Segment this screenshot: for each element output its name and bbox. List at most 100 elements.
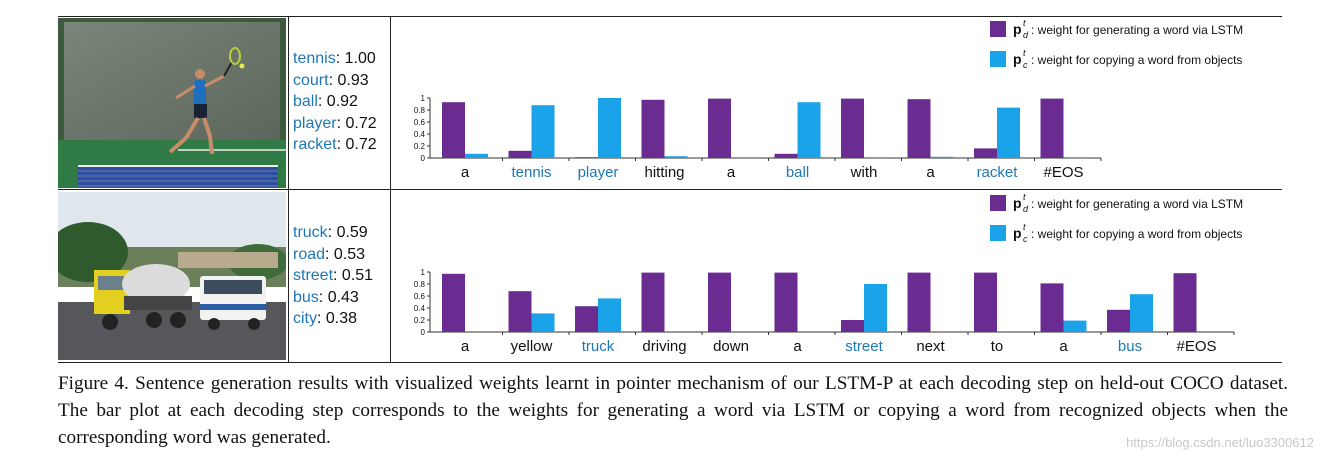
- bar-lstm-next: [907, 272, 931, 332]
- bar-copy-bus: [1130, 294, 1153, 332]
- y-tick-label: 0.6: [414, 292, 426, 301]
- legend-lstm-label: : weight for generating a word via LSTM: [1031, 197, 1243, 211]
- object-item: racket: 0.72: [293, 136, 377, 153]
- legend-copy-symbol: p: [1013, 51, 1022, 67]
- legend-lstm-symbol: p: [1013, 21, 1022, 37]
- bar-lstm-down: [708, 272, 731, 332]
- y-tick-label: 0.6: [414, 118, 426, 127]
- legend-lstm-sup: t: [1023, 192, 1026, 202]
- legend-copy-label: : weight for copying a word from objects: [1031, 227, 1242, 241]
- x-tick-label: with: [850, 164, 878, 181]
- x-tick-label: driving: [642, 338, 686, 355]
- x-tick-label: a: [461, 338, 470, 355]
- bar-lstm-yellow: [508, 291, 532, 332]
- object-item: bus: 0.43: [293, 288, 359, 306]
- watermark: https://blog.csdn.net/luo3300612: [1126, 435, 1314, 450]
- detected-objects-list-1: tennis: 1.00 court: 0.93 ball: 0.92 play…: [293, 48, 377, 156]
- x-tick-label: a: [926, 164, 935, 181]
- object-item: truck: 0.59: [293, 224, 368, 241]
- x-tick-label: #EOS: [1043, 164, 1083, 181]
- bar-lstm-a: [442, 102, 465, 158]
- bar-copy-hitting: [664, 156, 688, 158]
- x-tick-label: truck: [582, 338, 615, 355]
- bar-copy-#EOS: [1196, 331, 1220, 332]
- bar-copy-driving: [664, 331, 688, 332]
- bar-lstm-tennis: [508, 150, 532, 158]
- legend-lstm-sub: d: [1023, 30, 1029, 40]
- bar-lstm-with: [841, 98, 864, 158]
- legend-copy-label: : weight for copying a word from objects: [1031, 53, 1242, 67]
- column-divider-2: [390, 16, 391, 362]
- bar-copy-a: [465, 331, 488, 332]
- tennis-photo: [58, 18, 286, 188]
- bar-lstm-driving: [641, 272, 665, 332]
- x-tick-label: player: [578, 164, 619, 181]
- legend-lstm-label: : weight for generating a word via LSTM: [1031, 23, 1243, 37]
- x-tick-label: ball: [786, 164, 809, 181]
- legend-copy-sub: c: [1023, 234, 1028, 244]
- bar-lstm-to: [974, 272, 997, 332]
- table-top-rule: [58, 16, 1282, 17]
- x-tick-label: down: [713, 338, 749, 355]
- bar-lstm-a: [774, 272, 798, 332]
- x-tick-label: yellow: [511, 338, 553, 355]
- bar-copy-street: [864, 284, 887, 332]
- x-tick-label: #EOS: [1176, 338, 1216, 355]
- x-tick-label: tennis: [511, 164, 551, 181]
- bar-copy-truck: [598, 298, 621, 332]
- x-tick-label: bus: [1118, 338, 1142, 355]
- bar-lstm-a: [708, 98, 731, 158]
- x-tick-label: a: [1059, 338, 1068, 355]
- object-item: ball: 0.92: [293, 93, 358, 110]
- object-item: court: 0.93: [293, 71, 369, 89]
- legend-copy-symbol: p: [1013, 225, 1022, 241]
- legend-lstm-sup: t: [1023, 18, 1026, 28]
- bar-copy-a: [930, 156, 954, 158]
- y-tick-label: 0.2: [414, 316, 426, 325]
- object-item: road: 0.53: [293, 245, 366, 263]
- y-tick-label: 0: [421, 154, 426, 163]
- bar-copy-ball: [797, 102, 821, 158]
- y-tick-label: 1: [421, 268, 426, 277]
- bar-lstm-racket: [974, 148, 997, 158]
- bar-copy-a: [1063, 320, 1087, 332]
- bar-copy-down: [731, 331, 754, 332]
- x-tick-label: a: [461, 164, 470, 181]
- x-tick-label: hitting: [644, 164, 684, 181]
- bar-copy-a: [731, 157, 754, 158]
- x-tick-label: to: [991, 338, 1004, 355]
- legend-copy-swatch: [990, 225, 1006, 241]
- table-bottom-rule: [58, 362, 1282, 363]
- bar-copy-with: [864, 157, 887, 158]
- x-tick-label: street: [845, 338, 883, 355]
- bar-lstm-a: [1040, 283, 1064, 332]
- figure-caption: Figure 4. Sentence generation results wi…: [58, 373, 1288, 448]
- object-item: city: 0.38: [293, 310, 358, 327]
- legend-lstm-sub: d: [1023, 204, 1029, 214]
- legend-copy-sup: t: [1023, 48, 1026, 58]
- bar-lstm-truck: [575, 306, 598, 332]
- object-item: tennis: 1.00: [293, 50, 376, 67]
- object-item: player: 0.72: [293, 114, 377, 132]
- bar-lstm-street: [841, 320, 864, 332]
- bar-copy-a: [797, 331, 821, 332]
- bar-lstm-#EOS: [1173, 273, 1197, 332]
- truck-bus-photo: [58, 192, 286, 360]
- legend-copy-swatch: [990, 51, 1006, 67]
- y-tick-label: 0.4: [414, 130, 426, 139]
- bar-lstm-ball: [774, 153, 798, 158]
- bar-copy-tennis: [531, 105, 555, 158]
- bar-copy-racket: [997, 107, 1020, 158]
- y-tick-label: 0.2: [414, 142, 426, 151]
- y-tick-label: 1: [421, 94, 426, 103]
- bar-lstm-a: [907, 99, 931, 158]
- bar-copy-yellow: [531, 313, 555, 332]
- bar-lstm-player: [575, 157, 598, 158]
- bar-lstm-hitting: [641, 99, 665, 158]
- legend-copy-sup: t: [1023, 222, 1026, 232]
- bar-copy-next: [930, 331, 954, 332]
- x-tick-label: a: [727, 164, 736, 181]
- x-tick-label: next: [916, 338, 945, 355]
